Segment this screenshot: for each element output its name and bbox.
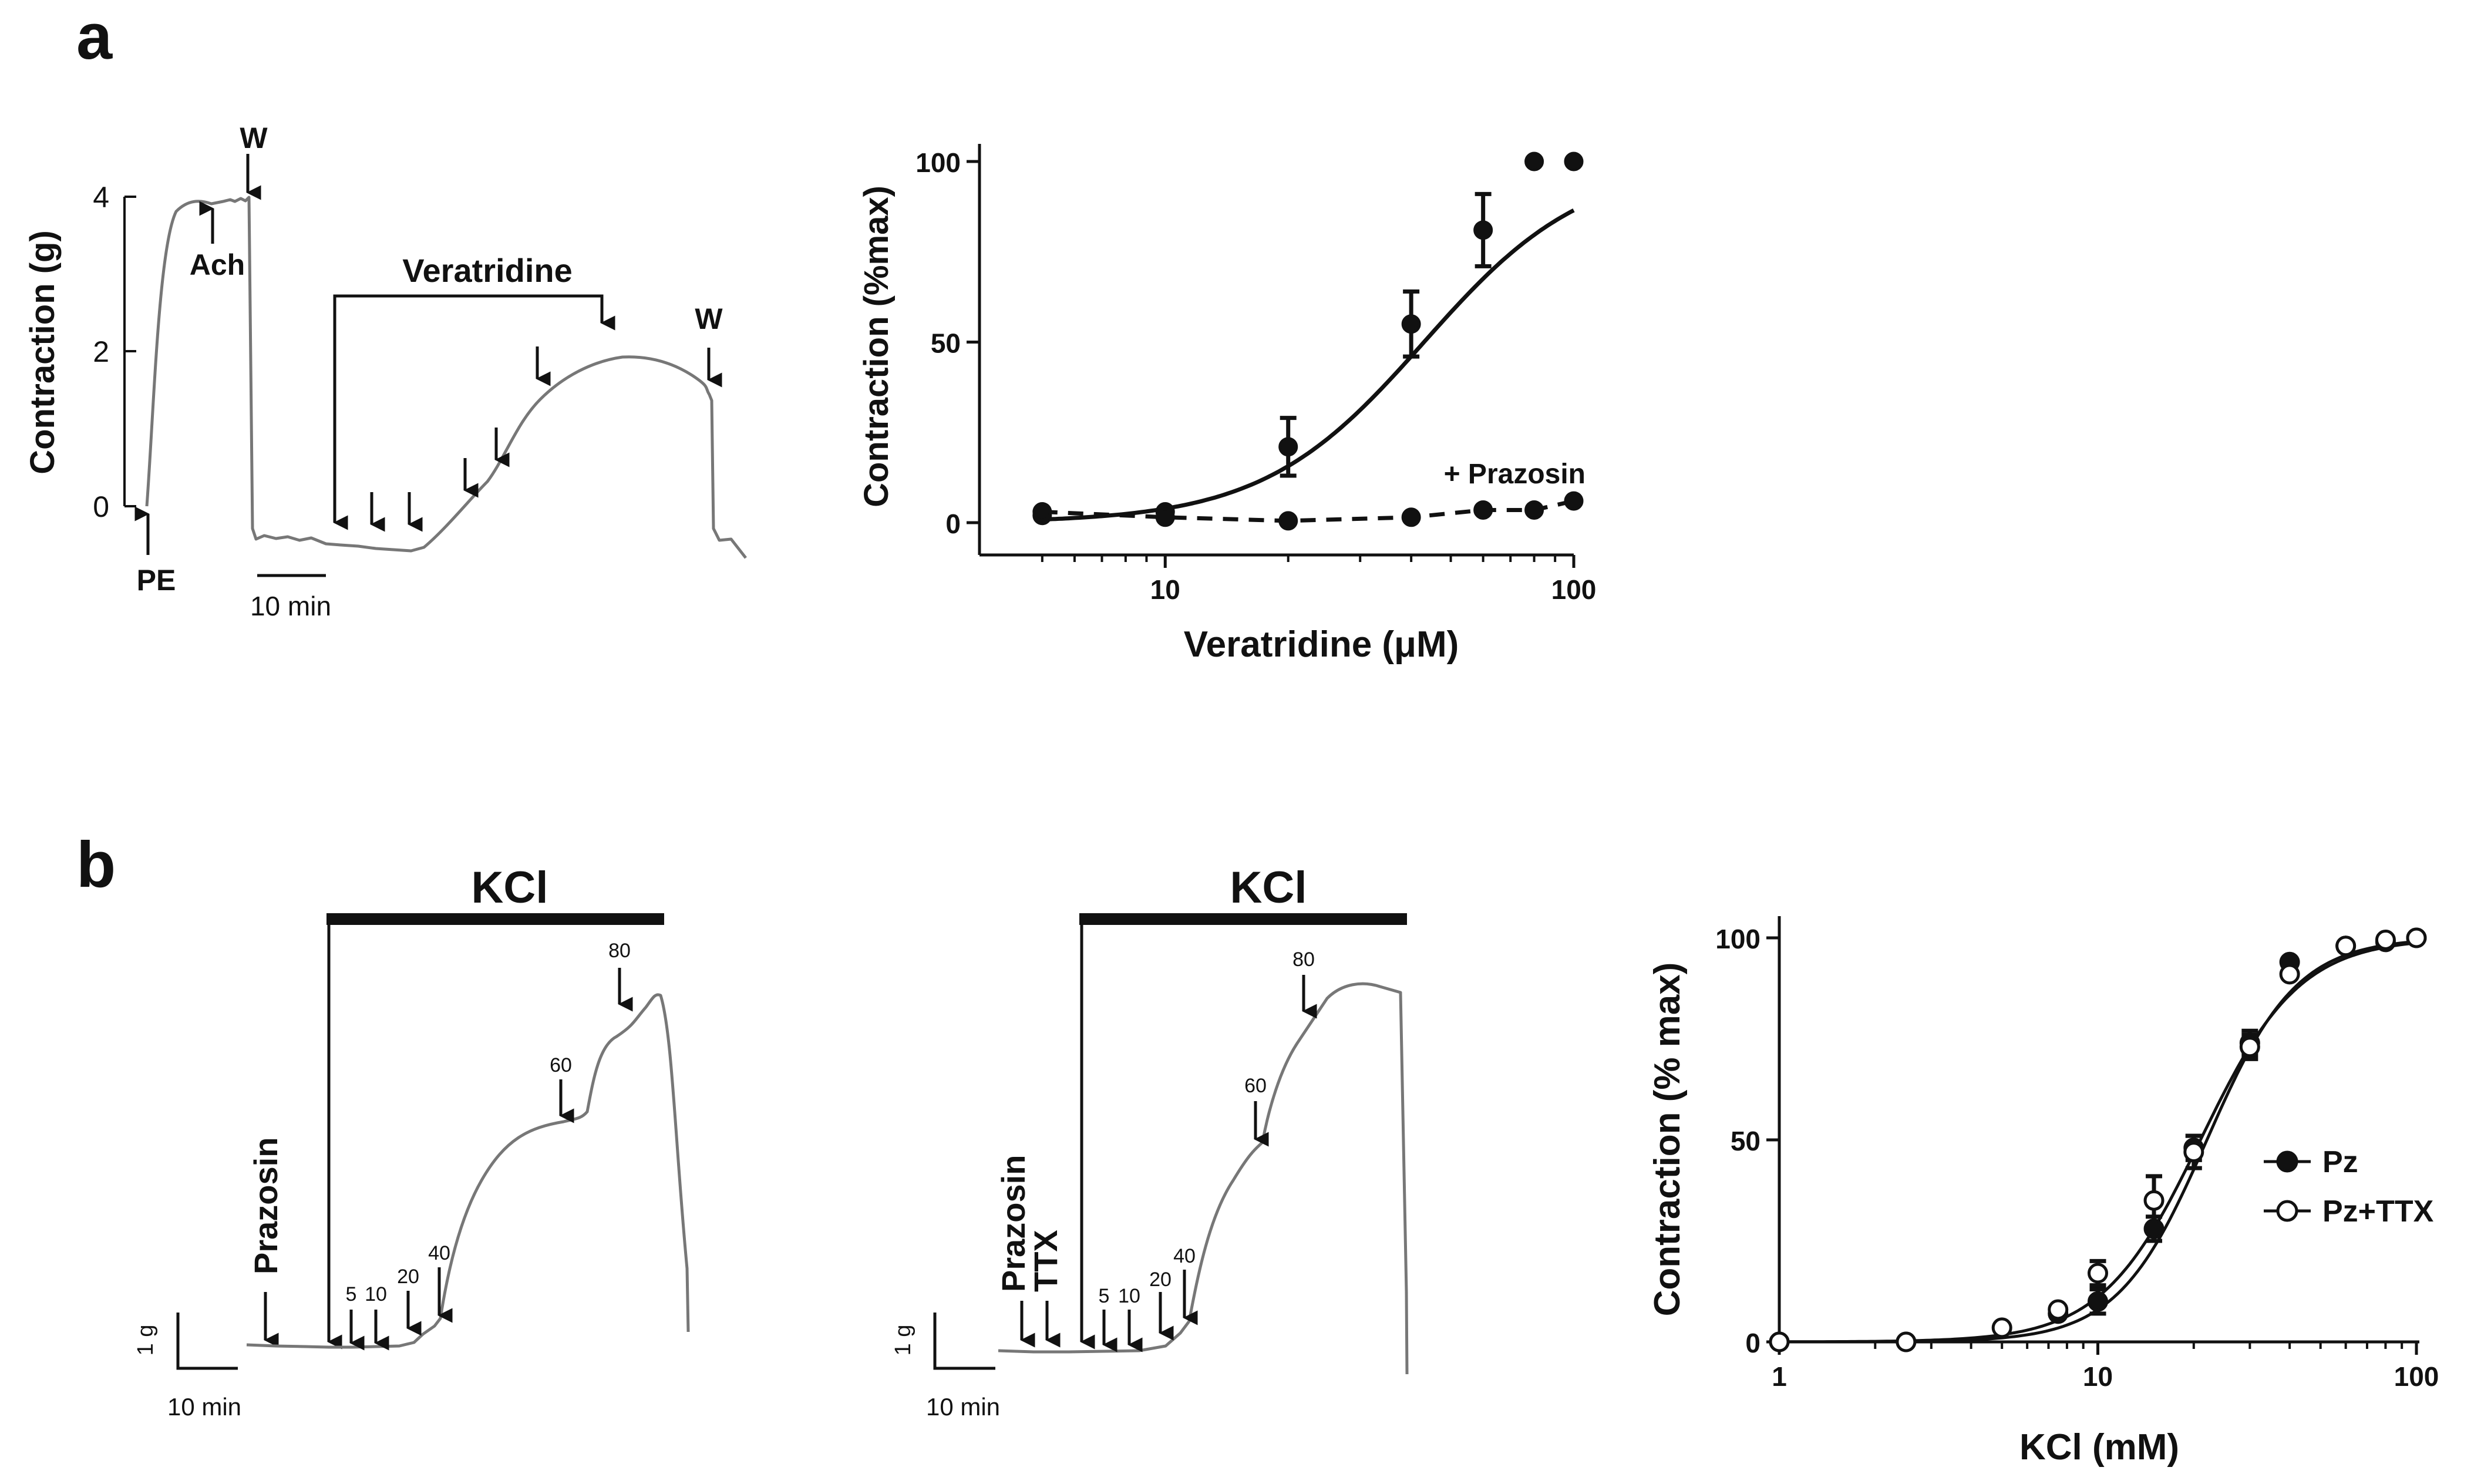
point-pz-ttx [1991,1317,2012,1338]
trace-b1-kcl-bar [326,913,664,925]
trace-a-ach: Ach [190,248,245,281]
xtick-label: 100 [2394,1361,2439,1392]
point-pz [2088,1291,2108,1312]
xtick-label: 10 [1150,574,1180,605]
trace-b2-drug-1: Prazosin [995,1155,1032,1292]
trace-a-scalebar-label: 10 min [250,591,331,621]
trace-b1-scale-h: 10 min [167,1393,241,1421]
trace-b1-recording [246,993,690,1349]
point-control [1278,437,1298,457]
trace-b1-dose-40: 40 [428,1242,450,1264]
legend-pzttx-marker [2276,1200,2298,1222]
legend-pzttx-label: Pz+TTX [2322,1194,2434,1229]
trace-b1-dose-60: 60 [550,1054,572,1076]
point--prazosin [1564,491,1584,511]
curve--prazosin [1042,499,1574,523]
ytick-label: 50 [931,328,961,359]
point-pz-ttx [2143,1190,2165,1211]
trace-a-pe: PE [137,564,176,597]
trace-a-recording [145,196,747,559]
trace-b1: KCl Prazosin 5 10 20 40 60 80 1 g 10 min [133,863,690,1421]
trace-a-w2: W [695,302,723,335]
xtick-label: 10 [2083,1361,2113,1392]
point-pz-ttx [2048,1299,2069,1320]
trace-b2-scalebar [933,1313,995,1370]
point-pz-ttx [2279,964,2300,985]
point-pz-ttx [2239,1037,2260,1058]
chart-b-ylabel: Contraction (% max) [1647,963,1688,1317]
point-control [1473,220,1493,240]
trace-b2-dose-60: 60 [1244,1075,1267,1097]
chart-kcl: Contraction (% max) KCl (mM) 0 50 100 1 10 10… [1647,916,2439,1468]
curve-control [1042,208,1575,522]
point--prazosin [1473,500,1493,520]
point--prazosin [1401,507,1421,527]
point--prazosin [1155,507,1175,527]
trace-b2-dose-10: 10 [1118,1285,1140,1307]
trace-b2: KCl Prazosin TTX 5 10 20 40 60 80 1 g 10… [891,863,1409,1421]
trace-b2-dose-40: 40 [1173,1245,1196,1267]
point-pz-ttx [2183,1142,2204,1163]
chart-a-ylabel: Contraction (%max) [857,186,896,507]
xtick-label: 100 [1551,574,1597,605]
point--prazosin [1524,500,1544,520]
point--prazosin [1032,502,1052,522]
chart-b-legend: Pz Pz+TTX [2264,1145,2434,1229]
trace-b2-recording [998,982,1409,1375]
trace-b2-dose-80: 80 [1292,948,1315,971]
trace-b1-dose-5: 5 [346,1283,357,1305]
chart-a-xlabel: Veratridine (μM) [1184,624,1459,665]
trace-a-ytick-2: 2 [93,335,109,368]
trace-b2-scale-h: 10 min [926,1393,1000,1421]
panel-label-b: b [76,829,116,901]
point-control [1401,314,1421,334]
trace-a: Contraction (g) 0 2 4 PE Ach W Veratridi… [23,122,747,621]
point-control [1564,152,1584,171]
trace-b2-kcl-bar [1079,913,1407,925]
point-pz-ttx [1769,1331,1790,1352]
trace-b1-kcl-label: KCl [472,863,548,913]
trace-b2-dose-5: 5 [1099,1285,1110,1307]
point-pz-ttx [1896,1331,1917,1352]
trace-b1-drug: Prazosin [247,1138,284,1274]
xtick-label: 1 [1772,1361,1787,1392]
trace-b1-dose-80: 80 [608,940,631,962]
trace-a-ylabel: Contraction (g) [23,230,62,475]
ytick-label: 100 [915,147,961,178]
trace-b1-scale-v: 1 g [133,1325,158,1356]
panel-label-a: a [76,1,113,73]
ytick-label: 100 [1715,924,1760,954]
trace-a-ytick-0: 0 [93,490,109,523]
trace-a-ytick-4: 4 [93,181,109,214]
ytick-label: 0 [945,509,961,539]
point--prazosin [1278,511,1298,531]
trace-b2-kcl-label: KCl [1230,863,1307,913]
point-pz-ttx [2335,936,2357,957]
trace-a-w1: W [240,122,268,154]
ytick-label: 50 [1731,1126,1760,1156]
point-pz-ttx [2406,927,2427,948]
point-control [1524,152,1544,171]
trace-b1-dose-20: 20 [397,1266,419,1288]
trace-b2-scale-v: 1 g [891,1325,915,1356]
trace-b1-scalebar [176,1313,238,1370]
trace-b1-dose-10: 10 [365,1283,387,1305]
legend-pz-marker [2276,1150,2298,1173]
trace-b2-drug-2: TTX [1027,1230,1064,1292]
legend-pz-label: Pz [2322,1145,2358,1179]
trace-b2-dose-20: 20 [1149,1268,1172,1291]
ytick-label: 0 [1745,1328,1760,1358]
chart-a-annotation: + Prazosin [1444,459,1586,490]
chart-veratridine: Contraction (%max) Veratridine (μM) + Pr… [857,144,1596,665]
chart-b-xlabel: KCl (mM) [2019,1427,2179,1468]
point-pz-ttx [2088,1263,2108,1284]
trace-a-veratridine: Veratridine [402,252,572,289]
point-pz-ttx [2375,929,2396,950]
